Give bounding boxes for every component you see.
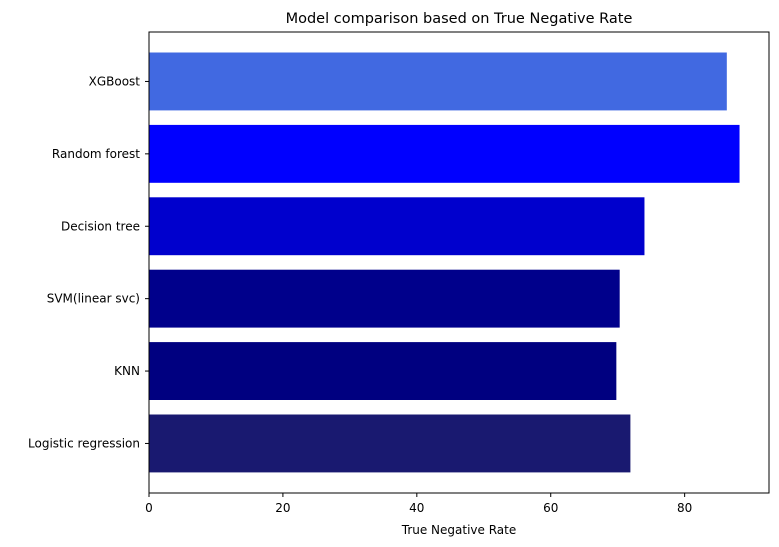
y-tick-label-decision-tree: Decision tree — [61, 219, 140, 233]
x-tick-label-0: 0 — [145, 501, 153, 515]
y-tick-label-svm-linear-svc: SVM(linear svc) — [47, 292, 140, 306]
bar-logistic-regression — [149, 414, 631, 473]
y-tick-label-logistic-regression: Logistic regression — [28, 436, 140, 450]
y-tick-label-xgboost: XGBoost — [89, 74, 141, 88]
axis-ticks: Logistic regression KNN SVM(linear svc) Dec… — [28, 74, 692, 515]
bar-decision-tree — [149, 197, 645, 256]
plot-frame — [148, 31, 770, 494]
x-axis-label: True Negative Rate — [401, 523, 517, 537]
y-tick-label-random-forest: Random forest — [52, 147, 140, 161]
bar-random-forest — [149, 124, 740, 183]
x-tick-label-60: 60 — [543, 501, 558, 515]
x-tick-label-20: 20 — [275, 501, 290, 515]
bar-knn — [149, 342, 617, 400]
y-tick-label-knn: KNN — [114, 364, 140, 378]
x-tick-label-40: 40 — [409, 501, 424, 515]
bar-svm-linear-svc — [149, 269, 620, 328]
bar-xgboost — [149, 52, 727, 111]
x-tick-label-80: 80 — [677, 501, 692, 515]
bars — [149, 52, 740, 473]
chart-title: Model comparison based on True Negative … — [286, 11, 633, 27]
